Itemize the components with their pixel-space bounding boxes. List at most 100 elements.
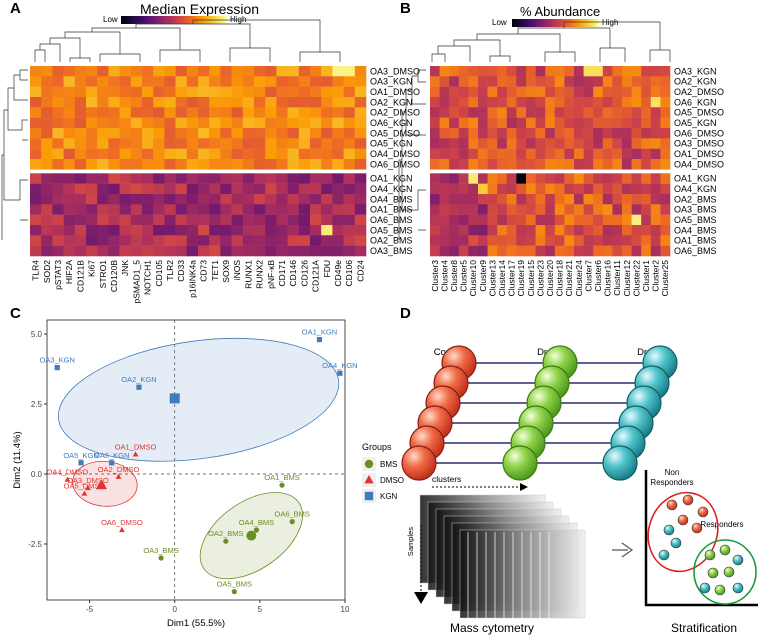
panel-b-cell [660, 194, 671, 205]
panel-b-cell [516, 235, 527, 246]
panel-a-cell [231, 66, 244, 77]
sample-ball-drug2 [602, 445, 638, 481]
panel-b-cell [660, 245, 671, 257]
panel-a-cell [86, 107, 98, 118]
panel-b-column-label: Cluster16 [603, 260, 613, 297]
panel-b-cell [631, 76, 642, 87]
panel-b-cell [602, 76, 613, 87]
stratification-axes [644, 470, 758, 607]
panel-a-cell [74, 76, 87, 87]
panel-b-cell [449, 148, 460, 160]
panel-b-cell [526, 128, 536, 139]
panel-a-cell [276, 159, 288, 170]
panel-a-cell [265, 204, 277, 215]
panel-a-cell [108, 159, 120, 170]
panel-a-cell [74, 128, 87, 139]
panel-b-colorbar [512, 19, 599, 27]
panel-a-cell [108, 76, 120, 87]
panel-b-cell [660, 204, 671, 215]
panel-a-cell [41, 214, 53, 226]
panel-b-cell [458, 183, 469, 195]
panel-b-cell [497, 245, 508, 257]
panel-b-cell [554, 138, 565, 149]
panel-a-cell [119, 107, 132, 118]
panel-a-cell [30, 225, 42, 236]
panel-a-cell [321, 138, 333, 149]
panel-b-cell [487, 76, 498, 87]
panel-a-cell [86, 225, 98, 236]
panel-a-cell [287, 97, 300, 108]
panel-a-cell [332, 245, 344, 257]
panel-b-column-dendrogram [431, 21, 671, 62]
panel-a-cell [254, 138, 266, 149]
panel-b-cell [449, 225, 460, 236]
panel-a-cell [209, 214, 221, 226]
panel-b-cell [564, 76, 575, 87]
panel-b-row-label: OA1_DMSO [674, 149, 724, 159]
panel-b-cell [554, 245, 565, 257]
stratified-sample [714, 584, 726, 596]
panel-b-cell [602, 214, 613, 226]
point-oa4-bms [253, 527, 260, 533]
panel-a-cell [86, 76, 98, 87]
panel-b-cell [554, 235, 565, 246]
panel-b-cell [487, 183, 498, 195]
panel-b-cell [622, 235, 632, 246]
panel-b-column-label: Cluster1 [641, 260, 651, 292]
panel-a-cell [242, 107, 255, 118]
panel-b-cell [430, 194, 440, 205]
responders-group [693, 539, 757, 605]
panel-a-cell [164, 76, 176, 87]
panel-a-cell [254, 86, 266, 98]
panel-a-cell [298, 214, 311, 226]
panel-a-cell [332, 159, 344, 170]
panel-a-cell [130, 128, 143, 139]
panel-b-row-label: OA3_KGN [674, 66, 717, 76]
panel-b-cell [458, 194, 469, 205]
panel-a-cell [153, 159, 165, 170]
point-oa3-kgn [54, 365, 60, 371]
panel-b-cell [564, 214, 575, 226]
panel-b-cell [478, 117, 488, 129]
panel-a-column-label: p16INK4a [187, 260, 197, 298]
panel-a-cell [164, 66, 176, 77]
panel-a-cell [198, 76, 210, 87]
panel-a-cell [321, 76, 333, 87]
panel-b-cell [439, 183, 450, 195]
panel-a-cell [153, 245, 165, 257]
panel-a-cell [63, 76, 76, 87]
panel-a-cell [287, 214, 300, 226]
centroid-dmso [95, 479, 107, 490]
panel-b-cell [487, 225, 498, 236]
panel-b-cell [602, 173, 613, 184]
legend-marker-dmso [364, 474, 374, 484]
panel-a-cell [97, 128, 109, 139]
point-label: OA4_DMSO [47, 468, 89, 477]
panel-b-cell [526, 225, 536, 236]
panel-b-cell [449, 183, 460, 195]
panel-b-cell [458, 117, 469, 129]
panel-label-d: D [400, 305, 411, 322]
panel-a-column-label: TET1 [210, 260, 220, 281]
panel-a-cell [52, 214, 64, 226]
panel-a-column-label: CD49e [333, 260, 343, 287]
panel-a-cell [52, 245, 64, 257]
panel-b-cell [660, 76, 671, 87]
panel-a-cell [254, 173, 266, 184]
sample-ball-control [401, 445, 437, 481]
panel-b-cell [516, 204, 527, 215]
panel-a-cell [142, 194, 154, 205]
panel-b-row-label: OA4_DMSO [674, 159, 724, 169]
panel-a-column-label: CD121A [311, 260, 321, 292]
panel-b-cell [622, 225, 632, 236]
panel-a-cell [332, 138, 344, 149]
panel-b-cell [660, 97, 671, 108]
panel-a-cell [265, 148, 277, 160]
panel-a-cell [254, 214, 266, 226]
panel-b-cell [631, 117, 642, 129]
panel-a-cell [209, 194, 221, 205]
panel-b-cell [612, 194, 623, 205]
panel-a-cell [242, 235, 255, 246]
panel-a-cell [198, 214, 210, 226]
